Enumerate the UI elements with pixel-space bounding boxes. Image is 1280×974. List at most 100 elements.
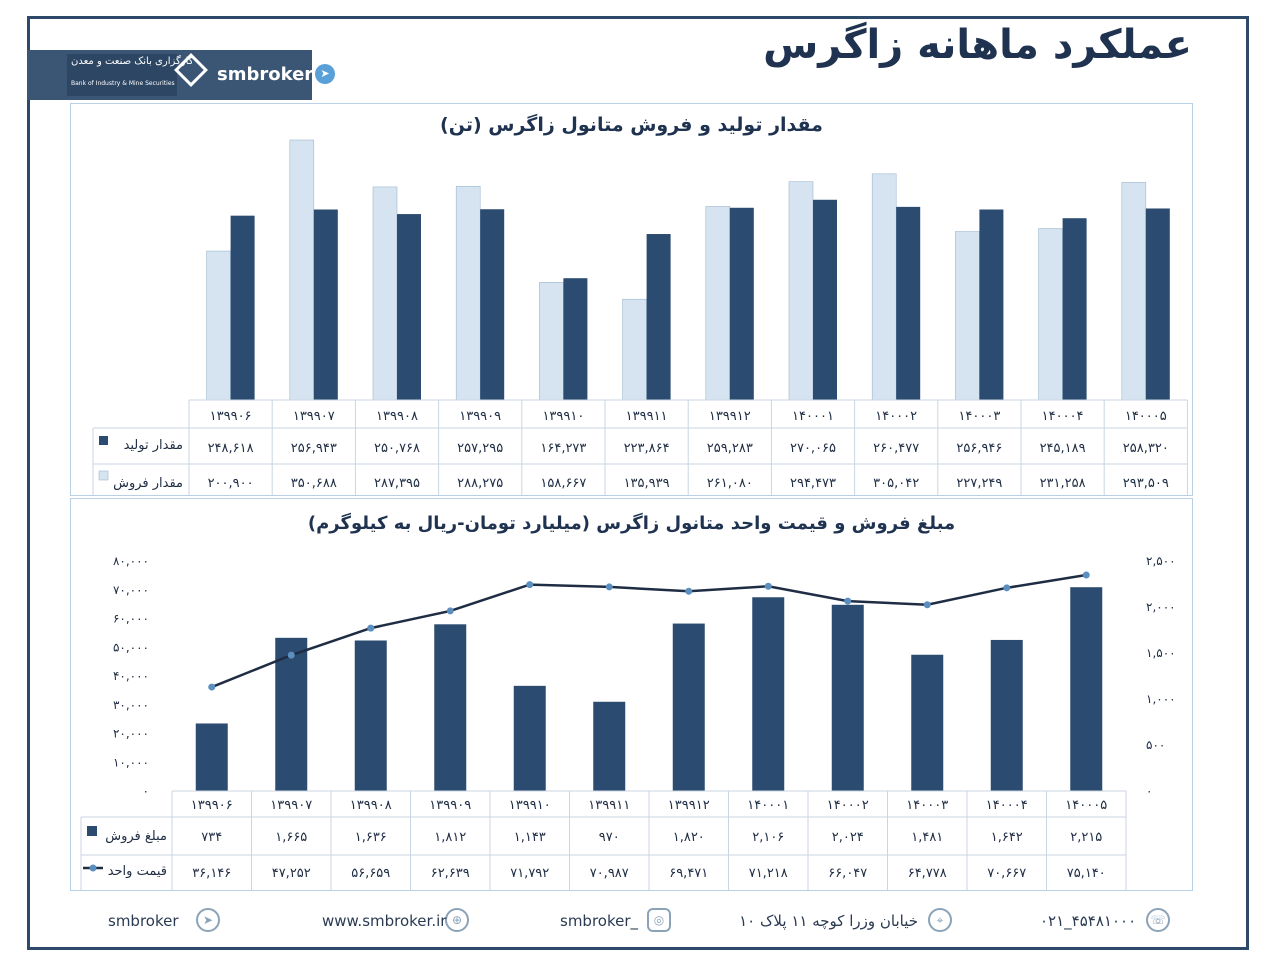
data-label: ۱,۸۱۲ xyxy=(434,830,466,845)
data-label: ۱۶۴,۲۷۳ xyxy=(540,441,586,456)
legend-unit-price-marker xyxy=(89,864,97,872)
data-label: ۲۰۰,۹۰۰ xyxy=(208,476,254,491)
unit-price-point xyxy=(1003,584,1011,592)
unit-price-point xyxy=(605,583,613,591)
unit-price-point xyxy=(208,683,216,691)
bank-name-fa: کارگزاری بانک صنعت و معدن xyxy=(71,56,194,67)
data-label: ۲۹۴,۴۷۳ xyxy=(790,476,836,491)
right-axis-tick: ۲,۰۰۰ xyxy=(1146,600,1176,614)
production-bar xyxy=(979,209,1004,400)
telegram-icon: ➤ xyxy=(315,64,335,84)
data-label: ۵۶,۶۵۹ xyxy=(351,866,390,881)
unit-price-point xyxy=(367,624,375,632)
sales-bar xyxy=(289,139,315,401)
tick-label: ۱۴۰۰۰۳ xyxy=(958,409,1000,424)
tick-label: ۱۴۰۰۰۳ xyxy=(906,798,948,813)
legend-production: مقدار تولید xyxy=(124,438,183,453)
sales-price-chart-panel: مبلغ فروش و قیمت واحد متانول زاگرس (میلی… xyxy=(70,498,1193,891)
production-bar xyxy=(813,199,837,400)
tick-label: ۱۳۹۹۱۲ xyxy=(668,798,710,813)
left-axis-tick: ۲۰,۰۰۰ xyxy=(113,727,149,741)
data-label: ۳۶,۱۴۶ xyxy=(192,866,231,881)
tick-label: ۱۳۹۹۰۹ xyxy=(429,798,471,813)
data-label: ۱,۸۲۰ xyxy=(673,830,705,845)
left-axis-tick: ۳۰,۰۰۰ xyxy=(113,698,149,712)
phone-icon: ☏ xyxy=(1146,908,1170,932)
tick-label: ۱۳۹۹۱۱ xyxy=(626,409,668,424)
data-label: ۲۴۸,۶۱۸ xyxy=(208,441,254,456)
unit-price-point xyxy=(526,581,534,589)
data-label: ۲۵۷,۲۹۵ xyxy=(457,441,503,456)
unit-price-point xyxy=(764,582,772,590)
footer-instagram[interactable]: smbroker_ xyxy=(560,912,639,930)
production-bar xyxy=(480,209,505,400)
data-label: ۱,۶۶۵ xyxy=(275,830,307,845)
tick-label: ۱۳۹۹۰۸ xyxy=(376,409,418,424)
sales-bar xyxy=(206,250,231,401)
tick-label: ۱۴۰۰۰۵ xyxy=(1125,409,1167,424)
data-label: ۱۳۵,۹۳۹ xyxy=(624,476,670,491)
legend-unit-price: قیمت واحد xyxy=(108,864,167,879)
sales-price-chart: ۰ ۱۰,۰۰۰ ۲۰,۰۰۰ ۳۰,۰۰۰ ۴۰,۰۰۰ ۵۰,۰۰۰ ۶۰,۰۰۰ ۷۰,… xyxy=(80,554,1176,890)
data-label: ۳۵۰,۶۸۸ xyxy=(291,476,337,491)
tick-label: ۱۳۹۹۰۷ xyxy=(270,798,312,813)
data-label: ۲۳۱,۲۵۸ xyxy=(1040,476,1086,491)
sales-amount-bar xyxy=(195,723,228,791)
tick-label: ۱۳۹۹۱۰ xyxy=(509,798,551,813)
unit-price-line xyxy=(211,573,1087,689)
tick-label: ۱۳۹۹۰۹ xyxy=(459,409,501,424)
tick-label: ۱۴۰۰۰۵ xyxy=(1065,798,1107,813)
production-bar xyxy=(230,215,255,400)
sales-amount-bar xyxy=(831,604,864,791)
globe-icon: ⊕ xyxy=(445,908,469,932)
tick-label: ۱۴۰۰۰۲ xyxy=(875,409,917,424)
data-label: ۲,۲۱۵ xyxy=(1070,830,1102,845)
data-label: ۴۷,۲۵۲ xyxy=(272,866,311,881)
data-label: ۶۶,۰۴۷ xyxy=(828,866,867,881)
data-label: ۶۴,۷۷۸ xyxy=(908,866,947,881)
legend-sales-amount-swatch xyxy=(87,826,97,836)
left-axis-tick: ۷۰,۰۰۰ xyxy=(113,583,149,597)
data-label: ۲۸۸,۲۷۵ xyxy=(457,476,503,491)
tick-label: ۱۳۹۹۰۶ xyxy=(191,798,233,813)
tick-label: ۱۳۹۹۱۰ xyxy=(542,409,584,424)
data-label: ۷۰,۹۸۷ xyxy=(590,866,629,881)
legend-sales-swatch xyxy=(98,470,109,481)
sales-amount-bar xyxy=(434,624,467,791)
data-label: ۶۹,۴۷۱ xyxy=(669,866,708,881)
left-axis-tick: ۵۰,۰۰۰ xyxy=(113,640,149,654)
data-label: ۷۵,۱۴۰ xyxy=(1067,866,1106,881)
chart2-title: مبلغ فروش و قیمت واحد متانول زاگرس (میلی… xyxy=(307,513,956,534)
sales-bar xyxy=(455,185,481,401)
sales-amount-bar xyxy=(1070,587,1103,791)
data-label: ۲۵۶,۹۴۶ xyxy=(956,441,1002,456)
sales-amount-bar xyxy=(354,640,387,791)
left-axis-tick: ۴۰,۰۰۰ xyxy=(113,669,149,683)
legend-sales-amount: مبلغ فروش xyxy=(105,829,167,844)
telegram-footer-icon: ➤ xyxy=(196,908,220,932)
data-label: ۲۶۰,۴۷۷ xyxy=(873,441,919,456)
tick-label: ۱۳۹۹۱۲ xyxy=(709,409,751,424)
data-label: ۲۷۰,۰۶۵ xyxy=(790,441,836,456)
brand-logo: کارگزاری بانک صنعت و معدن Bank of Indust… xyxy=(27,50,335,100)
production-sales-chart: ۱۳۹۹۰۶ ۲۴۸,۶۱۸ ۲۰۰,۹۰۰ ۱۳۹۹۰۷ ۲۵۶,۹۴۳ ۳۵۰,۶۸۸… xyxy=(92,139,1188,495)
footer-website[interactable]: www.smbroker.ir xyxy=(322,912,447,930)
right-axis-tick: ۲,۵۰۰ xyxy=(1146,554,1176,568)
sales-bar xyxy=(1038,228,1063,401)
sales-bar xyxy=(622,298,647,401)
sales-bar xyxy=(372,186,398,401)
data-label: ۲۵۶,۹۴۳ xyxy=(291,441,337,456)
sales-amount-bar xyxy=(990,639,1023,791)
unit-price-point xyxy=(685,587,693,595)
tick-label: ۱۳۹۹۱۱ xyxy=(588,798,630,813)
data-label: ۷۱,۲۱۸ xyxy=(749,866,788,881)
footer-telegram[interactable]: smbroker xyxy=(108,912,179,930)
chart1-title: مقدار تولید و فروش متانول زاگرس (تن) xyxy=(440,114,823,136)
sales-bar xyxy=(1121,182,1147,401)
sales-amount-bar xyxy=(513,685,546,791)
data-label: ۲۵۹,۲۸۳ xyxy=(707,441,753,456)
data-label: ۲۵۰,۷۶۸ xyxy=(374,441,420,456)
data-label: ۷۳۴ xyxy=(201,830,222,845)
tick-label: ۱۴۰۰۰۱ xyxy=(747,798,789,813)
page-title: عملکرد ماهانه زاگرس xyxy=(763,22,1192,68)
